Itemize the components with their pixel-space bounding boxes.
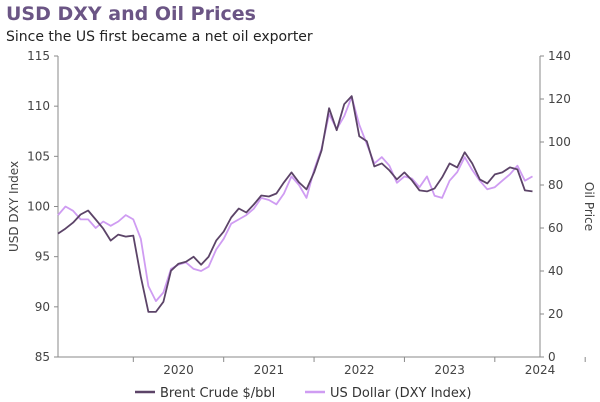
plot-area: 85 90 95 100 105 110 115 0 20 40 60 80 100 120 140 2020… [7,49,596,377]
y-left-tick-label: 100 [27,200,50,214]
x-tick-label: 2024 [525,363,556,377]
chart-title: USD DXY and Oil Prices [6,3,256,25]
y-right-tick-label: 80 [548,178,563,192]
x-tick-label: 2020 [163,363,194,377]
y-right-tick-label: 0 [548,350,556,364]
y-left-tick-label: 105 [27,149,50,163]
chart-subtitle: Since the US first became a net oil expo… [6,29,313,45]
y-left-tick-label: 85 [35,350,50,364]
x-tick-label: 2022 [344,363,375,377]
legend-label-brent: Brent Crude $/bbl [160,386,275,401]
series-line-brent [57,95,533,313]
y-left-tick-label: 95 [35,250,50,264]
y-right-tick-label: 100 [548,135,571,149]
y-right-tick-label: 20 [548,307,563,321]
y-right-tick-label: 40 [548,264,563,278]
y-right-axis-title: Oil Price [582,182,596,231]
series-line-dxy [57,95,533,303]
y-left-tick-label: 115 [27,49,50,63]
y-left-tick-label: 90 [35,300,50,314]
x-tick-label: 2023 [434,363,465,377]
y-right-tick-label: 140 [548,49,571,63]
legend: Brent Crude $/bbl US Dollar (DXY Index) [135,386,471,401]
legend-label-dxy: US Dollar (DXY Index) [330,386,471,401]
y-left-axis-title: USD DXY Index [7,161,21,252]
x-tick-label: 2021 [254,363,285,377]
y-left-tick-label: 110 [27,99,50,113]
y-right-tick-label: 60 [548,221,563,235]
y-right-tick-label: 120 [548,92,571,106]
